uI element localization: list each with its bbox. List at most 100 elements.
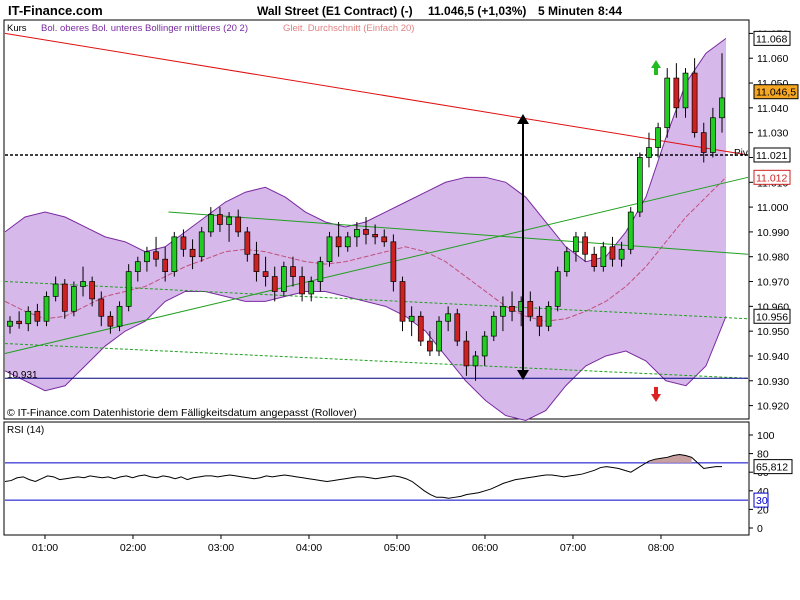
price-value-text: 10.956: [756, 311, 788, 323]
price-tick-label: 11.060: [757, 53, 788, 65]
rsi-tick-label: 40: [757, 486, 769, 498]
candle-body: [454, 313, 461, 342]
rsi-tick-label: 100: [757, 430, 775, 442]
candle-body: [116, 305, 123, 327]
candle-body: [664, 77, 671, 129]
candle-body: [646, 147, 652, 158]
candle-body: [573, 236, 579, 253]
candle-body: [244, 231, 251, 255]
candle: [390, 234, 397, 292]
candle-body: [609, 246, 616, 260]
candle: [16, 311, 22, 329]
time-label: 8:44: [598, 4, 622, 18]
trend-line-green-dashed-1: [4, 281, 749, 320]
candle: [235, 209, 242, 237]
candle-body: [363, 229, 369, 235]
candle-body: [317, 261, 324, 282]
candle: [691, 58, 698, 138]
price-tick-label: 10.940: [757, 351, 789, 363]
rsi-level-label: 30: [756, 495, 768, 507]
candle-body: [171, 236, 178, 272]
price-value-text: 11.021: [756, 150, 787, 162]
candle: [509, 291, 515, 322]
price-plot: [4, 32, 749, 422]
price-value-label: 11.021: [753, 147, 791, 163]
candle-body: [308, 281, 315, 295]
candle: [180, 229, 187, 257]
time-axis: 01:00 02:00 03:00 04:00 05:00 06:00 07:00 08:00: [32, 535, 674, 554]
candle: [417, 311, 424, 347]
rsi-panel: RSI (14): [3, 421, 750, 536]
candle-body: [710, 117, 716, 153]
trend-line-green-dashed-2: [4, 343, 749, 379]
candle-body: [16, 320, 22, 325]
candle: [280, 261, 287, 297]
candle: [34, 303, 41, 327]
time-tick-label: 04:00: [296, 542, 322, 554]
candle: [116, 301, 123, 332]
candle: [463, 331, 470, 376]
legend-bollinger: Bol. oberes Bol. unteres Bollinger mittl…: [41, 23, 248, 34]
candle-body: [591, 253, 598, 267]
range-arrow-down-head: [517, 370, 529, 380]
candle: [627, 207, 634, 255]
price-tick-label: 10.930: [757, 376, 789, 388]
candle-body: [618, 248, 625, 260]
candle: [144, 246, 150, 272]
candle: [636, 152, 643, 218]
candle: [500, 296, 506, 332]
candle-body: [226, 216, 232, 225]
candle: [363, 217, 369, 245]
candle: [326, 231, 333, 267]
candle-body: [80, 281, 86, 287]
candle: [134, 256, 141, 282]
candle-body: [299, 276, 305, 295]
candle-body: [153, 251, 159, 260]
down-signal-arrow: [651, 387, 661, 402]
candle: [609, 236, 616, 267]
price-value-box: [753, 147, 791, 163]
candle: [125, 264, 132, 312]
candle-body: [61, 283, 68, 312]
trend-line-green-up: [4, 176, 749, 354]
price-value-label: 10.956: [753, 308, 791, 324]
candle-body: [262, 271, 269, 277]
candle: [655, 122, 661, 158]
candle: [317, 256, 324, 292]
candle-body: [655, 127, 661, 148]
price-tick-label: 10.920: [757, 401, 789, 413]
candle: [308, 276, 315, 302]
candle: [162, 246, 169, 282]
candle: [52, 276, 59, 302]
candle: [573, 231, 579, 262]
bollinger-mid-line: [4, 176, 727, 322]
candle: [43, 291, 50, 327]
candle-body: [691, 72, 698, 134]
candle: [290, 256, 296, 287]
candle-body: [700, 132, 707, 153]
price-tick-label: 11.000: [757, 202, 788, 214]
candle-body: [436, 320, 442, 352]
rsi-line: [4, 454, 722, 499]
candle: [262, 256, 269, 287]
candle: [171, 231, 178, 277]
source-note: © IT-Finance.com Datenhistorie dem Fälli…: [7, 407, 357, 419]
time-tick-label: 02:00: [120, 542, 146, 554]
candle-body: [719, 97, 725, 119]
candle: [472, 351, 479, 381]
candle: [710, 107, 716, 158]
candle-body: [125, 271, 132, 307]
candle-body: [290, 266, 296, 277]
candle: [381, 229, 388, 247]
candle: [436, 316, 442, 356]
rsi-tick-label: 0: [757, 523, 763, 535]
price-value-label: 11.012: [753, 169, 791, 185]
candle-body: [280, 266, 287, 292]
rsi-title: RSI (14): [7, 425, 44, 436]
candle: [563, 246, 570, 277]
time-tick-label: 06:00: [472, 542, 498, 554]
candle: [399, 276, 406, 332]
candle: [98, 291, 105, 327]
price-value-box: [753, 308, 791, 324]
